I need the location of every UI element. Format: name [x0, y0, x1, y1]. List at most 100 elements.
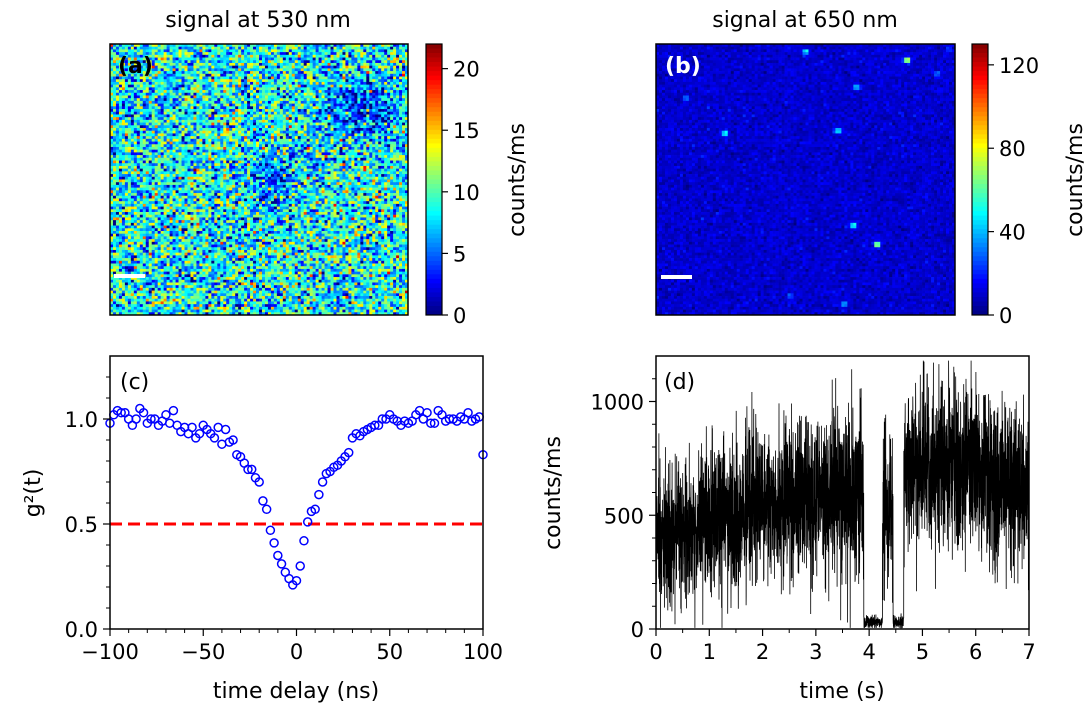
- heatmap-cell: [112, 87, 117, 91]
- heatmap-cell: [130, 138, 135, 142]
- heatmap-cell: [399, 141, 403, 145]
- heatmap-cell: [309, 73, 313, 77]
- heatmap-cell: [154, 100, 159, 104]
- heatmap-cell: [363, 117, 367, 121]
- heatmap-cell: [381, 111, 385, 115]
- heatmap-cell: [199, 125, 203, 129]
- heatmap-cell: [306, 149, 311, 153]
- heatmap-cell: [405, 130, 409, 134]
- heatmap-cell: [205, 57, 209, 61]
- heatmap-cell: [339, 90, 343, 94]
- heatmap-cell: [339, 160, 343, 164]
- heatmap-cell: [363, 106, 367, 110]
- heatmap-cell: [193, 160, 197, 164]
- heatmap-cell: [405, 119, 409, 123]
- heatmap-cell: [354, 152, 358, 156]
- heatmap-cell: [190, 68, 194, 72]
- heatmap-cell: [226, 49, 230, 53]
- heatmap-cell: [315, 57, 319, 61]
- heatmap-cell: [148, 117, 153, 121]
- heatmap-cell: [127, 165, 132, 170]
- heatmap-cell: [160, 122, 164, 126]
- heatmap-cell: [309, 171, 313, 175]
- heatmap-cell: [226, 117, 230, 121]
- heatmap-cell: [235, 144, 239, 148]
- heatmap-cell: [405, 60, 409, 64]
- heatmap-cell: [169, 168, 173, 172]
- heatmap-cell: [327, 109, 331, 113]
- heatmap-cell: [127, 73, 132, 77]
- heatmap-cell: [214, 117, 218, 121]
- heatmap-cell: [181, 92, 185, 96]
- heatmap-cell: [363, 119, 367, 123]
- heatmap-cell: [208, 92, 212, 96]
- heatmap-cell: [357, 95, 361, 99]
- heatmap-cell: [223, 52, 227, 56]
- heatmap-cell: [247, 106, 251, 110]
- heatmap-cell: [157, 52, 162, 56]
- heatmap-cell: [217, 176, 221, 180]
- heatmap-cell: [381, 54, 385, 58]
- heatmap-cell: [166, 174, 170, 178]
- heatmap-cell: [211, 95, 215, 99]
- heatmap-cell: [154, 149, 159, 153]
- heatmap-cell: [172, 119, 176, 123]
- heatmap-cell: [124, 171, 129, 175]
- heatmap-cell: [267, 128, 272, 132]
- heatmap-cell: [381, 174, 385, 178]
- heatmap-cell: [178, 160, 182, 164]
- heatmap-cell: [396, 144, 400, 148]
- heatmap-cell: [321, 79, 325, 83]
- heatmap-cell: [288, 106, 293, 110]
- heatmap-cell: [124, 98, 129, 102]
- heatmap-cell: [211, 73, 215, 77]
- heatmap-cell: [196, 122, 200, 126]
- heatmap-cell: [306, 117, 311, 121]
- heatmap-cell: [133, 119, 138, 123]
- heatmap-cell: [315, 76, 319, 80]
- heatmap-cell: [273, 136, 278, 140]
- heatmap-cell: [232, 122, 236, 126]
- heatmap-cell: [112, 95, 117, 99]
- heatmap-cell: [151, 73, 156, 77]
- heatmap-cell: [336, 163, 340, 167]
- heatmap-cell: [267, 60, 272, 64]
- heatmap-cell: [202, 138, 206, 142]
- heatmap-cell: [270, 76, 275, 80]
- heatmap-cell: [390, 109, 394, 113]
- heatmap-cell: [264, 73, 269, 77]
- heatmap-cell: [175, 125, 179, 129]
- heatmap-cell: [399, 144, 403, 148]
- heatmap-cell: [357, 98, 361, 102]
- heatmap-cell: [163, 54, 167, 58]
- heatmap-cell: [264, 157, 269, 161]
- heatmap-cell: [375, 168, 379, 172]
- heatmap-cell: [291, 52, 296, 56]
- heatmap-cell: [247, 128, 251, 132]
- heatmap-cell: [351, 84, 355, 88]
- heatmap-cell: [256, 71, 260, 75]
- heatmap-cell: [291, 114, 296, 118]
- heatmap-cell: [294, 49, 299, 53]
- heatmap-cell: [244, 54, 248, 58]
- heatmap-cell: [199, 117, 203, 121]
- heatmap-cell: [321, 114, 325, 118]
- heatmap-cell: [369, 79, 373, 83]
- heatmap-cell: [330, 87, 334, 91]
- heatmap-cell: [238, 57, 242, 61]
- heatmap-cell: [306, 141, 311, 145]
- heatmap-cell: [229, 160, 233, 164]
- heatmap-cell: [324, 155, 328, 159]
- heatmap-cell: [175, 62, 179, 67]
- heatmap-cell: [348, 141, 352, 145]
- heatmap-cell: [110, 73, 114, 77]
- heatmap-cell: [291, 100, 296, 104]
- heatmap-cell: [354, 92, 358, 96]
- heatmap-cell: [178, 168, 182, 172]
- heatmap-cell: [226, 98, 230, 102]
- heatmap-cell: [163, 117, 167, 121]
- heatmap-cell: [181, 136, 185, 140]
- heatmap-cell: [405, 174, 409, 178]
- heatmap-cell: [124, 152, 129, 156]
- heatmap-cell: [291, 144, 296, 148]
